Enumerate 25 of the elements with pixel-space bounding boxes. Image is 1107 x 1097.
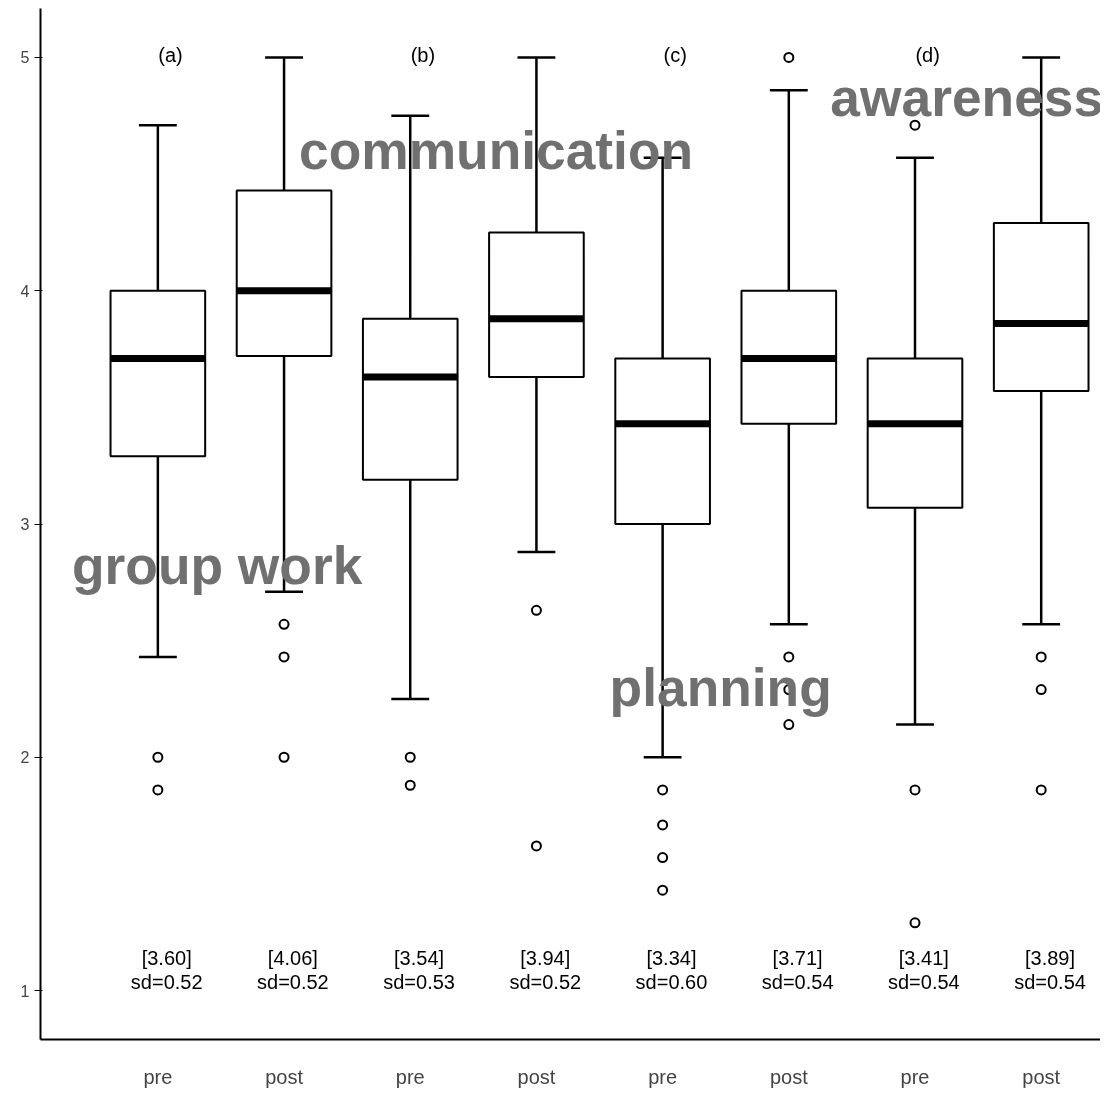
annotation: [3.60] sd=0.52	[130, 946, 203, 993]
annotation: (d)	[915, 44, 940, 67]
annotation: (b)	[410, 44, 436, 67]
x-tick-label: post	[265, 1065, 304, 1088]
y-tick-label: 3	[20, 516, 30, 533]
x-tick-label: pre	[648, 1065, 678, 1088]
x-tick-label: pre	[143, 1065, 173, 1088]
y-tick-label: 5	[20, 49, 30, 67]
x-tick-label: pre	[900, 1065, 930, 1088]
annotation: [3.41] sd=0.54	[887, 946, 960, 993]
annotation: (a)	[158, 44, 183, 67]
x-tick-label: post	[517, 1065, 556, 1088]
y-tick-label: 2	[20, 749, 30, 767]
annotation: [3.34] sd=0.60	[635, 946, 708, 993]
x-tick-label: post	[769, 1065, 809, 1088]
x-tick-label: pre	[395, 1065, 425, 1088]
annotation: [4.06] sd=0.52	[257, 946, 329, 993]
annotation: [3.89] sd=0.54	[1014, 946, 1086, 993]
y-tick-label: 1	[20, 982, 30, 1000]
annotation: (c)	[663, 44, 687, 67]
annotation: [3.54] sd=0.53	[383, 946, 455, 993]
annotation: [3.71] sd=0.54	[761, 946, 834, 993]
annotation: [3.94] sd=0.52	[509, 946, 582, 993]
x-tick-label: post	[1022, 1065, 1061, 1088]
y-tick-label: 4	[20, 282, 30, 300]
